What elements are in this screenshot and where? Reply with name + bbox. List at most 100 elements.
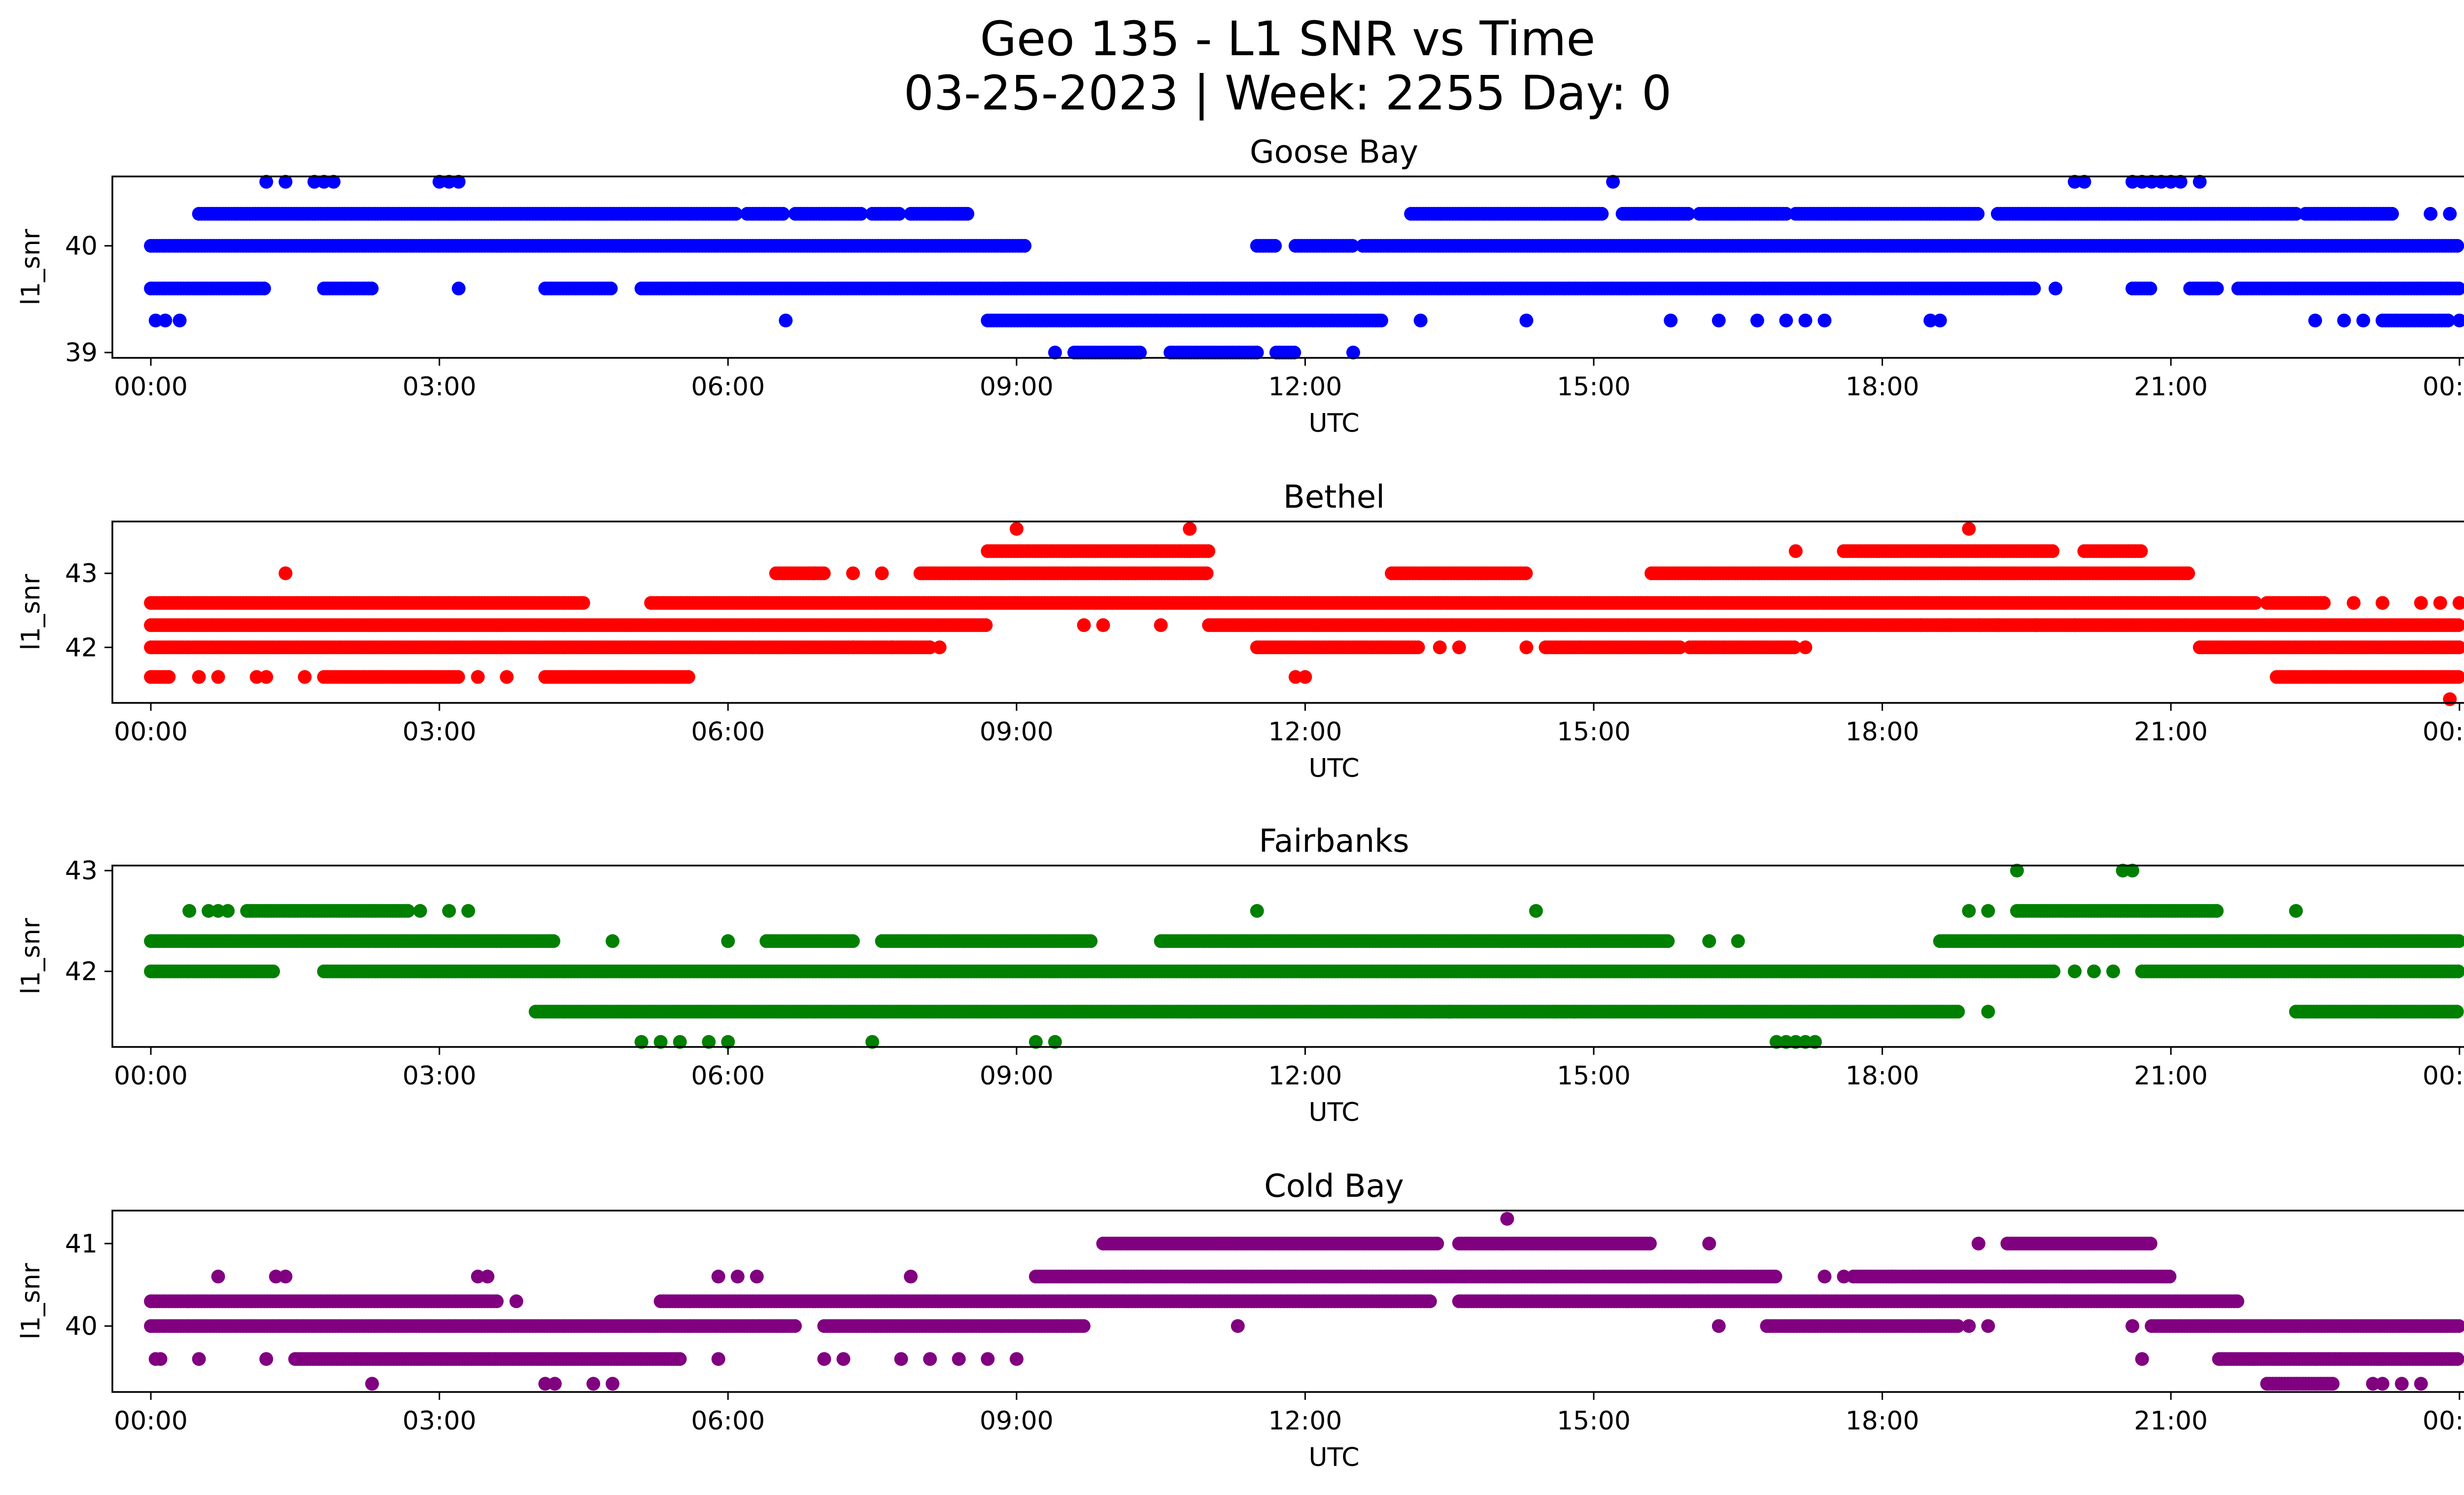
data-point bbox=[885, 640, 899, 655]
subplot-title: Bethel bbox=[1283, 479, 1385, 516]
data-point bbox=[2046, 544, 2060, 558]
data-point bbox=[1413, 313, 1428, 328]
data-point bbox=[1433, 640, 1447, 655]
data-point bbox=[1787, 640, 1801, 655]
data-point bbox=[892, 207, 906, 221]
x-tick-label: 09:00 bbox=[980, 372, 1054, 402]
data-point bbox=[1298, 670, 1312, 684]
y-tick-label: 40 bbox=[65, 232, 98, 261]
data-point bbox=[2337, 313, 2351, 328]
data-point bbox=[1154, 618, 1168, 632]
data-points bbox=[144, 522, 2464, 706]
data-point bbox=[278, 566, 293, 581]
data-points bbox=[144, 864, 2464, 1049]
x-tick-label: 15:00 bbox=[1557, 372, 1631, 402]
data-point bbox=[1595, 207, 1609, 221]
data-point bbox=[1519, 313, 1534, 328]
data-point bbox=[1788, 544, 1803, 558]
data-point bbox=[451, 281, 466, 296]
data-point bbox=[278, 174, 293, 189]
data-point bbox=[2143, 281, 2157, 296]
data-point bbox=[875, 566, 889, 581]
data-point bbox=[162, 670, 176, 684]
data-point bbox=[432, 174, 446, 189]
data-point bbox=[1452, 640, 1466, 655]
data-point bbox=[2424, 207, 2438, 221]
data-point bbox=[259, 670, 274, 684]
data-point bbox=[172, 313, 187, 328]
x-tick-label: 06:00 bbox=[691, 717, 765, 747]
data-point bbox=[1077, 618, 1091, 632]
y-axis-label: l1_snr bbox=[16, 229, 46, 306]
data-point bbox=[2181, 566, 2195, 581]
data-point bbox=[1374, 313, 1388, 328]
data-point bbox=[1943, 618, 1957, 632]
data-point bbox=[259, 174, 274, 189]
data-point bbox=[2317, 596, 2331, 610]
x-tick-label: 21:00 bbox=[2134, 717, 2208, 747]
x-tick-label: 12:00 bbox=[1268, 717, 1342, 747]
data-point bbox=[681, 670, 695, 684]
data-point bbox=[923, 640, 937, 655]
y-tick-label: 42 bbox=[65, 633, 98, 662]
data-point bbox=[327, 174, 341, 189]
data-point bbox=[2192, 174, 2207, 189]
data-point bbox=[266, 964, 280, 978]
data-point bbox=[2452, 596, 2464, 610]
data-point bbox=[2385, 207, 2399, 221]
data-point bbox=[1933, 313, 1947, 328]
data-point bbox=[2154, 174, 2168, 189]
data-point bbox=[192, 670, 206, 684]
x-tick-label: 09:00 bbox=[980, 717, 1054, 747]
data-point bbox=[2029, 618, 2043, 632]
data-point bbox=[979, 618, 993, 632]
data-point bbox=[1199, 566, 1214, 581]
x-axis-label: UTC bbox=[1308, 409, 1359, 438]
data-point bbox=[1519, 640, 1534, 655]
data-point bbox=[471, 670, 485, 684]
data-point bbox=[2414, 596, 2428, 610]
data-point bbox=[451, 670, 465, 684]
data-point bbox=[2164, 174, 2178, 189]
data-point bbox=[2433, 596, 2447, 610]
x-tick-label: 03:00 bbox=[403, 717, 477, 747]
x-tick-label: 15:00 bbox=[1557, 717, 1631, 747]
y-tick-label: 43 bbox=[65, 559, 98, 589]
data-point bbox=[779, 313, 793, 328]
data-point bbox=[2049, 281, 2062, 296]
data-point bbox=[1817, 313, 1832, 328]
x-tick-label: 21:00 bbox=[2134, 372, 2208, 402]
data-point bbox=[317, 174, 331, 189]
data-point bbox=[148, 313, 163, 328]
data-point bbox=[2308, 313, 2322, 328]
x-axis-label: UTC bbox=[1308, 754, 1359, 783]
data-point bbox=[1009, 522, 1024, 536]
y-tick-label: 39 bbox=[65, 338, 98, 368]
data-point bbox=[1923, 313, 1938, 328]
data-point bbox=[2125, 174, 2140, 189]
subplot-title: Fairbanks bbox=[1259, 823, 1409, 860]
data-point bbox=[2027, 281, 2041, 296]
data-point bbox=[1779, 313, 1793, 328]
data-point bbox=[2443, 207, 2457, 221]
data-point bbox=[2450, 239, 2464, 253]
data-point bbox=[1798, 640, 1813, 655]
data-point bbox=[2375, 596, 2390, 610]
data-point bbox=[854, 207, 868, 221]
data-point bbox=[604, 281, 618, 296]
data-point bbox=[1345, 239, 1359, 253]
data-point bbox=[307, 174, 321, 189]
data-point bbox=[1750, 313, 1764, 328]
data-point bbox=[451, 174, 466, 189]
data-point bbox=[2347, 596, 2361, 610]
data-point bbox=[1250, 346, 1264, 360]
data-point bbox=[2077, 174, 2091, 189]
data-point bbox=[960, 207, 975, 221]
x-tick-label: 00:00 bbox=[2423, 717, 2464, 747]
data-point bbox=[298, 670, 312, 684]
x-tick-label: 03:00 bbox=[403, 372, 477, 402]
x-tick-label: 18:00 bbox=[1846, 372, 1919, 402]
data-point bbox=[1018, 239, 1032, 253]
data-point bbox=[1287, 346, 1301, 360]
